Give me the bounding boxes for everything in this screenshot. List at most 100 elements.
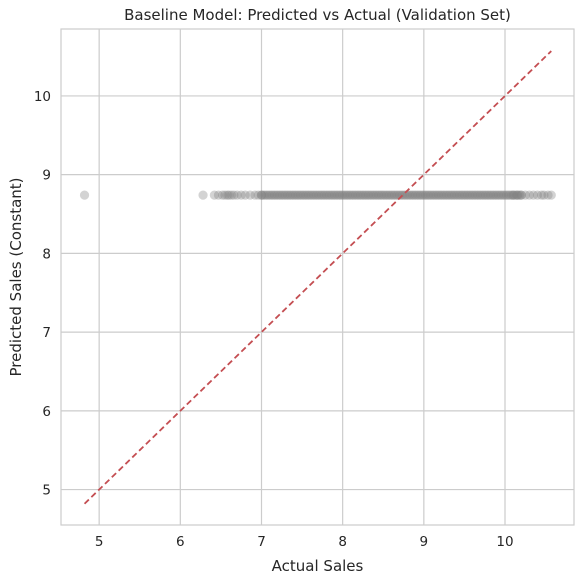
data-point bbox=[474, 190, 484, 200]
data-point bbox=[461, 190, 471, 200]
data-point bbox=[359, 190, 369, 200]
data-point bbox=[256, 190, 267, 200]
x-tick-label: 9 bbox=[420, 534, 429, 550]
data-point bbox=[372, 190, 382, 200]
data-point bbox=[271, 190, 281, 200]
data-point bbox=[513, 190, 523, 200]
data-point bbox=[430, 190, 440, 200]
data-point bbox=[415, 190, 426, 200]
data-point bbox=[407, 190, 418, 200]
data-point bbox=[240, 190, 250, 200]
reference-line bbox=[83, 50, 552, 505]
data-point bbox=[401, 190, 411, 200]
data-point bbox=[364, 190, 374, 200]
data-point bbox=[508, 190, 518, 200]
data-point bbox=[506, 190, 517, 200]
data-point bbox=[390, 190, 400, 200]
data-point bbox=[463, 190, 473, 200]
x-tick-label: 8 bbox=[338, 534, 347, 550]
data-point bbox=[510, 190, 520, 200]
data-point bbox=[292, 190, 302, 200]
data-point bbox=[396, 190, 406, 200]
data-point bbox=[440, 190, 450, 200]
data-point bbox=[437, 190, 447, 200]
x-tick-label: 6 bbox=[176, 534, 185, 550]
data-point bbox=[79, 190, 90, 200]
data-point bbox=[493, 190, 504, 200]
x-axis-label: Actual Sales bbox=[272, 557, 364, 575]
data-point bbox=[315, 190, 325, 200]
x-tick-label: 5 bbox=[95, 534, 104, 550]
data-point bbox=[217, 190, 228, 200]
data-point bbox=[432, 190, 442, 200]
data-point bbox=[524, 190, 534, 200]
data-point bbox=[326, 190, 336, 200]
data-point bbox=[338, 190, 348, 200]
data-point bbox=[482, 190, 492, 200]
data-point bbox=[414, 190, 424, 200]
data-point bbox=[329, 190, 340, 200]
data-point bbox=[476, 190, 486, 200]
data-point bbox=[333, 190, 343, 200]
x-tick-label: 10 bbox=[496, 534, 513, 550]
data-point bbox=[516, 190, 526, 200]
data-point bbox=[328, 190, 338, 200]
data-point bbox=[495, 190, 505, 200]
data-point bbox=[492, 190, 502, 200]
data-point bbox=[456, 190, 466, 200]
data-point bbox=[313, 190, 323, 200]
data-point bbox=[505, 190, 515, 200]
data-points bbox=[79, 190, 556, 200]
data-point bbox=[222, 190, 233, 200]
data-point bbox=[438, 190, 448, 200]
data-point bbox=[236, 190, 246, 200]
data-point bbox=[294, 190, 304, 200]
data-point bbox=[344, 190, 354, 200]
data-point bbox=[263, 190, 273, 200]
data-point bbox=[360, 190, 370, 200]
data-point bbox=[515, 190, 525, 200]
data-point bbox=[406, 190, 416, 200]
data-point bbox=[425, 190, 435, 200]
data-point bbox=[325, 190, 335, 200]
data-point bbox=[229, 190, 239, 200]
data-point bbox=[532, 190, 543, 200]
data-point bbox=[299, 190, 309, 200]
data-point bbox=[467, 190, 478, 200]
data-point bbox=[528, 190, 539, 200]
x-tick-label: 7 bbox=[257, 534, 266, 550]
data-point bbox=[381, 190, 392, 200]
data-point bbox=[224, 190, 234, 200]
data-point bbox=[508, 190, 518, 200]
data-point bbox=[424, 190, 434, 200]
data-point bbox=[290, 190, 301, 200]
data-point bbox=[466, 190, 476, 200]
data-point bbox=[302, 190, 312, 200]
y-tick-label: 7 bbox=[42, 325, 51, 341]
data-point bbox=[274, 190, 284, 200]
data-point bbox=[469, 190, 479, 200]
data-point bbox=[370, 190, 380, 200]
data-point bbox=[520, 190, 530, 200]
data-point bbox=[316, 190, 327, 200]
data-point bbox=[420, 190, 431, 200]
data-point bbox=[282, 190, 293, 200]
data-point bbox=[412, 190, 422, 200]
y-axis-label: Predicted Sales (Constant) bbox=[7, 177, 25, 376]
data-point bbox=[347, 190, 358, 200]
y-tick-label: 5 bbox=[42, 483, 51, 499]
data-point bbox=[273, 190, 283, 200]
data-point bbox=[454, 190, 465, 200]
data-point bbox=[307, 190, 317, 200]
data-point bbox=[269, 190, 280, 200]
data-point bbox=[342, 190, 353, 200]
data-point bbox=[485, 190, 495, 200]
data-point bbox=[472, 190, 483, 200]
data-point bbox=[295, 190, 306, 200]
data-point bbox=[380, 190, 390, 200]
data-point bbox=[450, 190, 460, 200]
data-point bbox=[336, 190, 346, 200]
data-point bbox=[312, 190, 322, 200]
data-point bbox=[365, 190, 375, 200]
data-point bbox=[543, 190, 553, 200]
